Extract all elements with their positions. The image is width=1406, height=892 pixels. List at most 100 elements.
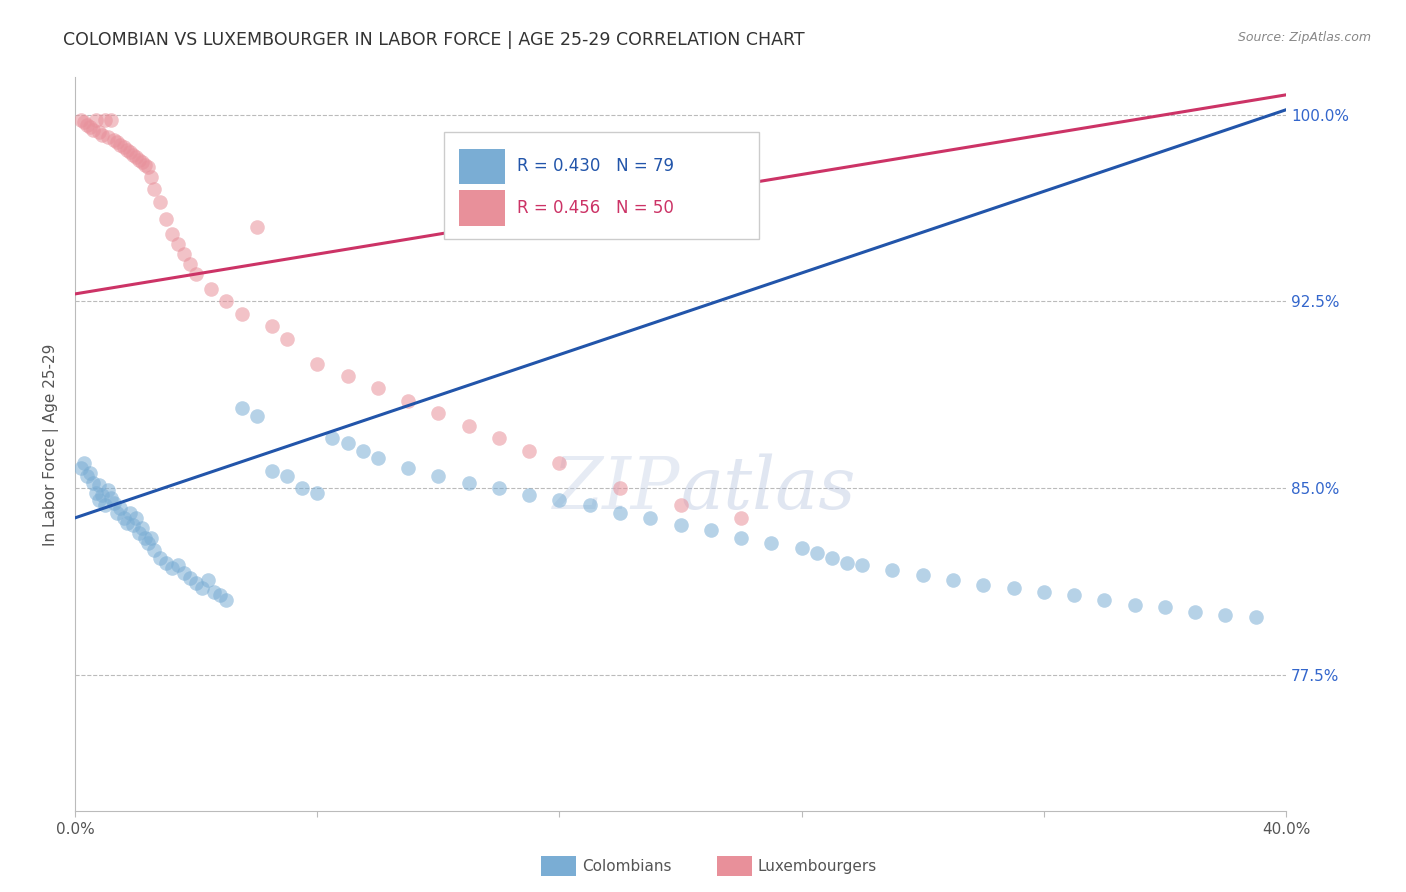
Luxembourgers — [167, 237, 190, 252]
Colombians — [835, 556, 858, 570]
Luxembourgers — [488, 431, 510, 445]
Colombians — [488, 481, 510, 495]
FancyBboxPatch shape — [444, 133, 759, 239]
Luxembourgers — [82, 122, 104, 136]
Colombians — [517, 488, 540, 502]
Luxembourgers — [276, 332, 298, 346]
Text: Luxembourgers: Luxembourgers — [758, 859, 877, 873]
Colombians — [336, 436, 359, 450]
Luxembourgers — [107, 135, 129, 149]
Colombians — [851, 558, 873, 573]
Luxembourgers — [84, 112, 107, 127]
Colombians — [609, 506, 631, 520]
Text: ZIP: ZIP — [553, 453, 681, 524]
Colombians — [131, 521, 153, 535]
Luxembourgers — [367, 381, 389, 395]
Colombians — [638, 511, 661, 525]
Text: R = 0.430   N = 79: R = 0.430 N = 79 — [517, 157, 673, 175]
Text: Colombians: Colombians — [582, 859, 672, 873]
Luxembourgers — [246, 219, 269, 234]
Colombians — [73, 456, 96, 470]
Colombians — [1184, 606, 1206, 620]
Colombians — [79, 466, 101, 480]
Luxembourgers — [260, 319, 283, 334]
Colombians — [457, 475, 479, 490]
Colombians — [103, 496, 125, 510]
Luxembourgers — [89, 125, 111, 139]
Colombians — [578, 499, 600, 513]
Bar — [458, 149, 505, 184]
Luxembourgers — [336, 369, 359, 384]
Colombians — [82, 475, 104, 490]
Colombians — [179, 570, 201, 584]
Luxembourgers — [149, 194, 172, 209]
Text: Source: ZipAtlas.com: Source: ZipAtlas.com — [1237, 31, 1371, 45]
Colombians — [160, 560, 183, 574]
Colombians — [173, 566, 195, 580]
Colombians — [548, 493, 571, 508]
Colombians — [118, 506, 141, 520]
Luxembourgers — [142, 182, 165, 196]
Luxembourgers — [155, 212, 177, 227]
Luxembourgers — [112, 140, 135, 154]
Colombians — [136, 535, 159, 549]
Luxembourgers — [231, 307, 253, 321]
Luxembourgers — [160, 227, 183, 242]
Colombians — [1092, 593, 1115, 607]
Colombians — [112, 511, 135, 525]
Colombians — [209, 588, 232, 602]
Colombians — [396, 461, 419, 475]
Colombians — [911, 568, 934, 582]
Colombians — [84, 486, 107, 500]
Luxembourgers — [427, 406, 450, 420]
Luxembourgers — [139, 169, 162, 184]
Text: atlas: atlas — [681, 453, 856, 524]
Colombians — [124, 511, 146, 525]
Colombians — [882, 563, 904, 577]
Colombians — [191, 581, 214, 595]
Colombians — [110, 500, 132, 515]
Luxembourgers — [609, 481, 631, 495]
Colombians — [197, 573, 219, 587]
Luxembourgers — [118, 145, 141, 159]
Colombians — [142, 543, 165, 558]
Colombians — [321, 431, 343, 445]
Luxembourgers — [79, 120, 101, 135]
Luxembourgers — [121, 147, 143, 161]
Luxembourgers — [124, 150, 146, 164]
Colombians — [761, 535, 783, 549]
Colombians — [942, 573, 965, 587]
Colombians — [291, 481, 314, 495]
Colombians — [1123, 598, 1146, 612]
Colombians — [91, 488, 114, 502]
Luxembourgers — [76, 118, 98, 132]
Colombians — [149, 550, 172, 565]
Colombians — [246, 409, 269, 423]
Colombians — [70, 461, 93, 475]
Colombians — [276, 468, 298, 483]
Colombians — [97, 483, 120, 498]
Colombians — [307, 486, 329, 500]
Colombians — [790, 541, 813, 555]
Colombians — [186, 575, 208, 590]
Colombians — [1032, 585, 1054, 599]
Colombians — [427, 468, 450, 483]
Luxembourgers — [128, 153, 150, 167]
Luxembourgers — [669, 499, 692, 513]
Colombians — [700, 523, 723, 537]
Colombians — [100, 491, 122, 505]
Luxembourgers — [103, 133, 125, 147]
Luxembourgers — [97, 130, 120, 145]
Colombians — [155, 556, 177, 570]
Colombians — [669, 518, 692, 533]
Colombians — [972, 578, 994, 592]
Text: COLOMBIAN VS LUXEMBOURGER IN LABOR FORCE | AGE 25-29 CORRELATION CHART: COLOMBIAN VS LUXEMBOURGER IN LABOR FORCE… — [63, 31, 804, 49]
Bar — [458, 191, 505, 226]
Colombians — [89, 493, 111, 508]
Colombians — [128, 525, 150, 540]
Luxembourgers — [186, 267, 208, 281]
Colombians — [202, 585, 225, 599]
Luxembourgers — [173, 247, 195, 261]
Luxembourgers — [215, 294, 238, 309]
Colombians — [115, 516, 138, 530]
